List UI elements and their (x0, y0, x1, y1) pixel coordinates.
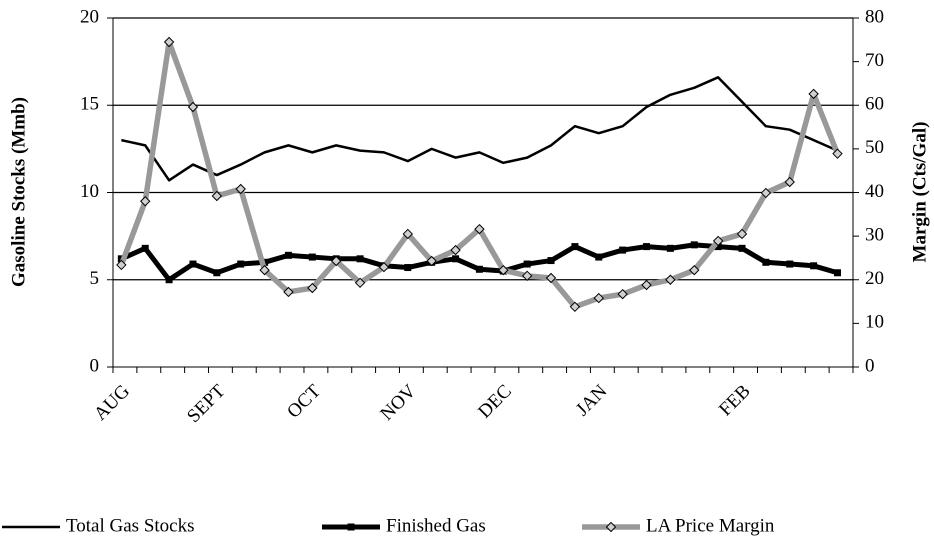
x-tick-label: NOV (376, 381, 420, 425)
y-tick-label: 0 (90, 355, 100, 376)
marker (736, 228, 748, 240)
marker (833, 269, 841, 277)
series-line (121, 76, 838, 182)
y2-tick-label: 30 (865, 224, 884, 245)
marker (523, 260, 531, 268)
marker (283, 286, 294, 298)
marker (738, 244, 746, 252)
y2-tick-label: 70 (865, 50, 884, 71)
marker (619, 246, 627, 254)
y2-tick-label: 60 (865, 94, 884, 115)
marker (235, 183, 246, 195)
y-tick-label: 15 (80, 94, 99, 115)
marker (617, 288, 628, 300)
marker (666, 244, 674, 252)
marker (712, 235, 724, 247)
marker (808, 88, 819, 100)
marker (213, 269, 221, 277)
marker (665, 274, 676, 285)
marker (237, 260, 245, 268)
y2-tick-label: 40 (865, 181, 884, 202)
marker (475, 265, 483, 273)
y2-tick-label: 20 (865, 268, 884, 289)
legend-label: Total Gas Stocks (66, 515, 195, 536)
x-tick-label: JAN (572, 381, 612, 421)
marker (330, 255, 342, 267)
marker (521, 270, 533, 282)
y2-tick-label: 10 (865, 312, 884, 333)
series-line (120, 242, 839, 283)
legend-marker (347, 523, 355, 531)
marker (187, 101, 199, 113)
marker (116, 259, 127, 271)
marker (140, 196, 151, 207)
legend-label: Finished Gas (386, 515, 486, 536)
y2-axis-label: Margin (Cts/Gal) (909, 122, 930, 263)
marker (450, 244, 461, 256)
marker (498, 264, 509, 276)
marker (426, 255, 437, 267)
marker (354, 277, 366, 289)
marker (689, 264, 700, 276)
marker (784, 176, 795, 188)
marker (141, 244, 149, 252)
marker (402, 228, 414, 240)
x-tick-label: FEB (715, 381, 754, 420)
x-tick-label: DEC (474, 381, 516, 423)
legend-label: LA Price Margin (646, 515, 775, 536)
y2-tick-label: 50 (865, 137, 884, 158)
marker (307, 282, 318, 294)
y-tick-label: 10 (80, 181, 99, 202)
marker (165, 276, 173, 284)
marker (690, 241, 698, 249)
marker (378, 261, 390, 273)
marker (356, 255, 364, 263)
marker (762, 258, 770, 266)
marker (571, 243, 579, 251)
marker (284, 251, 292, 259)
y2-tick-label: 80 (865, 6, 884, 27)
marker (211, 190, 223, 202)
y-axis-label: Gasoline Stocks (Mmb) (8, 97, 29, 287)
marker (593, 292, 604, 304)
marker (545, 272, 557, 284)
marker (259, 264, 270, 276)
marker (786, 260, 794, 268)
marker (641, 279, 652, 291)
marker (308, 253, 316, 261)
marker (714, 243, 722, 251)
marker (474, 223, 485, 235)
x-tick-label: SEPT (183, 380, 229, 426)
x-tick-label: OCT (283, 380, 325, 422)
marker (595, 253, 603, 261)
y-tick-label: 5 (90, 268, 100, 289)
y2-tick-label: 0 (865, 355, 875, 376)
marker (189, 260, 197, 268)
marker (760, 187, 772, 199)
marker (810, 262, 818, 270)
x-tick-label: AUG (90, 381, 134, 425)
marker (569, 301, 581, 313)
marker (547, 257, 555, 265)
marker (452, 255, 460, 263)
legend-marker (605, 521, 617, 533)
marker (643, 243, 651, 251)
y-tick-label: 20 (80, 6, 99, 27)
marker (163, 36, 175, 48)
marker (404, 264, 412, 272)
marker (832, 148, 843, 159)
